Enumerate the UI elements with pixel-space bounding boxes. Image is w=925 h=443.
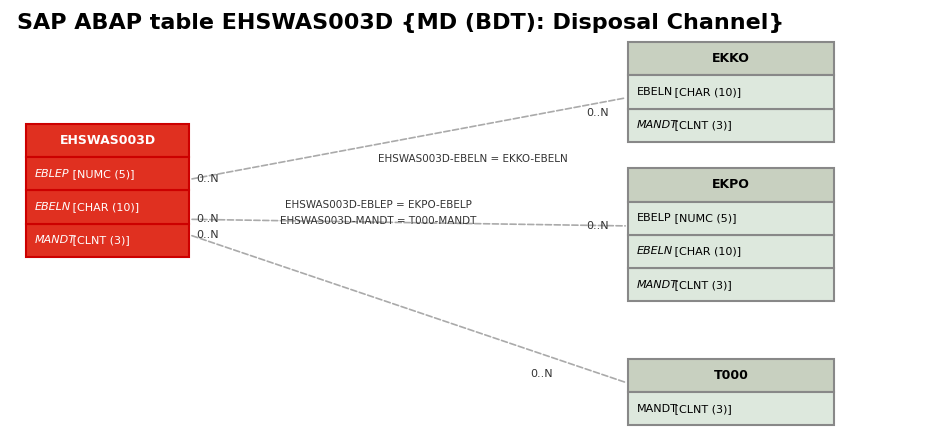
Text: MANDT: MANDT xyxy=(636,404,677,414)
Text: EBELN: EBELN xyxy=(636,246,672,256)
Text: [NUMC (5)]: [NUMC (5)] xyxy=(671,213,736,223)
Text: [CHAR (10)]: [CHAR (10)] xyxy=(68,202,139,212)
Text: T000: T000 xyxy=(714,369,748,382)
Bar xyxy=(628,268,834,301)
Text: EKPO: EKPO xyxy=(712,179,750,191)
Text: 0..N: 0..N xyxy=(196,214,219,224)
Text: [CLNT (3)]: [CLNT (3)] xyxy=(671,404,732,414)
Bar xyxy=(26,124,190,157)
Text: 0..N: 0..N xyxy=(531,369,553,379)
Text: [CLNT (3)]: [CLNT (3)] xyxy=(671,120,732,130)
Text: 0..N: 0..N xyxy=(586,108,610,118)
Text: [NUMC (5)]: [NUMC (5)] xyxy=(68,169,134,179)
Bar xyxy=(26,224,190,257)
Text: EHSWAS003D-EBLEP = EKPO-EBELP: EHSWAS003D-EBLEP = EKPO-EBELP xyxy=(285,200,472,210)
Text: [CHAR (10)]: [CHAR (10)] xyxy=(671,246,741,256)
Text: 0..N: 0..N xyxy=(586,221,610,231)
Text: 0..N: 0..N xyxy=(196,175,219,184)
Text: EBLEP: EBLEP xyxy=(34,169,69,179)
Text: EKKO: EKKO xyxy=(712,52,750,65)
Text: MANDT: MANDT xyxy=(636,120,678,130)
Bar xyxy=(628,202,834,235)
Text: EBELN: EBELN xyxy=(34,202,70,212)
Text: EBELN: EBELN xyxy=(636,87,672,97)
Text: [CLNT (3)]: [CLNT (3)] xyxy=(68,235,130,245)
Text: MANDT: MANDT xyxy=(636,280,678,290)
Bar xyxy=(628,359,834,392)
Bar xyxy=(628,392,834,425)
Text: EHSWAS003D: EHSWAS003D xyxy=(59,134,155,147)
Text: EHSWAS003D-EBELN = EKKO-EBELN: EHSWAS003D-EBELN = EKKO-EBELN xyxy=(378,154,568,164)
Text: [CHAR (10)]: [CHAR (10)] xyxy=(671,87,741,97)
Bar xyxy=(628,75,834,109)
Bar xyxy=(628,168,834,202)
Text: SAP ABAP table EHSWAS003D {MD (BDT): Disposal Channel}: SAP ABAP table EHSWAS003D {MD (BDT): Dis… xyxy=(18,13,784,33)
Text: EBELP: EBELP xyxy=(636,213,672,223)
Bar xyxy=(26,190,190,224)
Text: MANDT: MANDT xyxy=(34,235,76,245)
Text: EHSWAS003D-MANDT = T000-MANDT: EHSWAS003D-MANDT = T000-MANDT xyxy=(280,216,476,226)
Text: [CLNT (3)]: [CLNT (3)] xyxy=(671,280,732,290)
Bar xyxy=(628,109,834,142)
Bar xyxy=(628,235,834,268)
Bar xyxy=(26,157,190,190)
Text: 0..N: 0..N xyxy=(196,230,219,240)
Bar xyxy=(628,42,834,75)
